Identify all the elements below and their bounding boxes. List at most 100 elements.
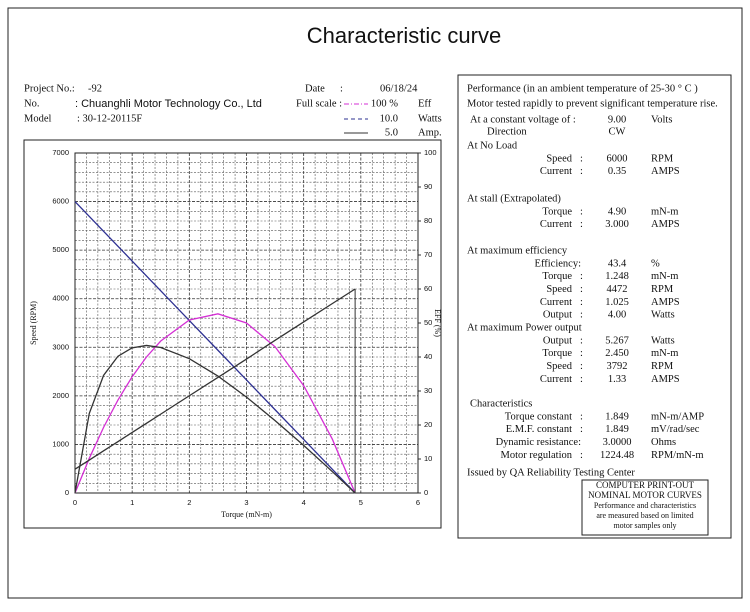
row-value: 5.267: [605, 335, 629, 346]
row-label: Torque: [542, 348, 572, 359]
y2-tick-label: 10: [424, 454, 432, 463]
row-unit: mN-m/AMP: [651, 411, 704, 422]
y-tick-label: 6000: [52, 197, 69, 206]
row-label: Torque: [542, 206, 572, 217]
y-tick-label: 3000: [52, 342, 69, 351]
y2-tick-label: 70: [424, 250, 432, 259]
section-title: At maximum Power output: [467, 322, 582, 333]
x-tick-label: 1: [130, 498, 134, 507]
row-unit: %: [651, 258, 660, 269]
row-unit: RPM: [651, 153, 674, 164]
project: -92: [88, 83, 102, 94]
row-label: E.M.F. constant: [506, 424, 572, 435]
row-unit: RPM/mN-m: [651, 450, 704, 461]
y-tick-label: 2000: [52, 391, 69, 400]
row-sep: :: [580, 310, 583, 321]
row-value: 3.0000: [603, 437, 632, 448]
row-unit: RPM: [651, 361, 674, 372]
row-value: 43.4: [608, 258, 627, 269]
x-tick-label: 0: [73, 498, 77, 507]
y2-tick-label: 20: [424, 420, 432, 429]
y2-tick-label: 0: [424, 488, 428, 497]
project-label: Project No.:: [24, 83, 75, 94]
model-label: Model: [24, 113, 51, 124]
row-label: Current: [540, 297, 572, 308]
row-value: 1.849: [605, 411, 629, 422]
direction-label: Direction: [487, 126, 527, 137]
voltage-label: At a constant voltage of :: [470, 114, 576, 125]
series-line: [74, 313, 356, 494]
intro: Motor tested rapidly to prevent signific…: [467, 98, 718, 109]
row-label: Torque constant: [505, 411, 572, 422]
row-unit: mV/rad/sec: [651, 424, 700, 435]
row-value: 2.450: [605, 348, 629, 359]
x-axis-title: Torque (mN-m): [221, 510, 272, 519]
row-value: 3.000: [605, 219, 629, 230]
legend-name: Watts: [418, 113, 442, 124]
section-title: At maximum efficiency: [467, 245, 568, 256]
row-unit: mN-m: [651, 348, 678, 359]
row-sep: :: [580, 450, 583, 461]
legend-scale: 100 %: [371, 98, 398, 109]
legend-scale: 5.0: [385, 127, 398, 138]
note-line: NOMINAL MOTOR CURVES: [588, 490, 702, 500]
x-tick-label: 6: [416, 498, 420, 507]
legend-scale: 10.0: [380, 113, 398, 124]
direction-value: CW: [609, 126, 626, 137]
row-value: 1.248: [605, 271, 629, 282]
row-label: Current: [540, 219, 572, 230]
series-line: [74, 288, 356, 470]
row-sep: :: [580, 348, 583, 359]
row-value: 3792: [607, 361, 628, 372]
row-label: Dynamic resistance:: [496, 437, 582, 448]
date-label: Date: [305, 83, 325, 94]
page-border: [7, 7, 743, 599]
row-sep: :: [580, 361, 583, 372]
note-line: Performance and characteristics: [594, 501, 696, 510]
date: 06/18/24: [380, 83, 418, 94]
row-value: 4.90: [608, 206, 626, 217]
row-unit: AMPS: [651, 297, 680, 308]
row-sep: :: [580, 206, 583, 217]
x-tick-label: 5: [359, 498, 363, 507]
row-label: Current: [540, 374, 572, 385]
company: : Chuanghli Motor Technology Co., Ltd: [75, 98, 262, 110]
row-unit: AMPS: [651, 374, 680, 385]
row-sep: :: [580, 411, 583, 422]
row-value: 0.35: [608, 166, 626, 177]
row-value: 4.00: [608, 310, 626, 321]
y2-tick-label: 60: [424, 284, 432, 293]
row-sep: :: [580, 424, 583, 435]
y-tick-label: 5000: [52, 245, 69, 254]
y2-tick-label: 80: [424, 216, 432, 225]
no-label: No.: [24, 98, 39, 109]
row-label: Motor regulation: [501, 450, 573, 461]
voltage-value: 9.00: [608, 114, 626, 125]
row-sep: :: [580, 284, 583, 295]
issued: Issued by QA Reliability Testing Center: [467, 467, 635, 478]
row-label: Speed: [546, 153, 572, 164]
y2-axis-title: EFF (%): [433, 309, 442, 337]
x-tick-label: 2: [187, 498, 191, 507]
y-tick-label: 1000: [52, 439, 69, 448]
row-label: Efficiency:: [535, 258, 582, 269]
note-border: [581, 479, 709, 536]
row-sep: :: [580, 297, 583, 308]
row-value: 1.025: [605, 297, 629, 308]
row-label: Output: [543, 335, 572, 346]
model: : 30-12-20115F: [77, 113, 142, 124]
row-value: 1.849: [605, 424, 629, 435]
y2-tick-label: 90: [424, 182, 432, 191]
intro: Performance (in an ambient temperature o…: [467, 83, 698, 94]
row-label: Current: [540, 166, 572, 177]
legend-name: Eff: [418, 98, 432, 109]
row-label: Speed: [546, 284, 572, 295]
x-tick-label: 3: [244, 498, 248, 507]
title: Characteristic curve: [307, 23, 501, 48]
row-unit: RPM: [651, 284, 674, 295]
row-sep: :: [580, 374, 583, 385]
row-sep: :: [580, 335, 583, 346]
row-sep: :: [580, 271, 583, 282]
plot-frame: [74, 152, 419, 494]
y-tick-label: 7000: [52, 148, 69, 157]
